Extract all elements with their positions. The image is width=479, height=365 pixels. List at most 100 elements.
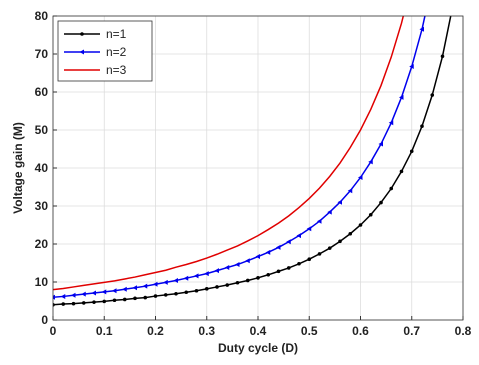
marker xyxy=(194,288,199,293)
marker xyxy=(214,268,219,274)
marker xyxy=(81,291,86,297)
marker xyxy=(53,294,55,300)
marker xyxy=(174,291,178,296)
marker xyxy=(142,283,148,289)
marker xyxy=(122,297,127,302)
legend-marker xyxy=(79,49,84,55)
marker xyxy=(368,159,373,165)
marker xyxy=(266,272,271,277)
marker xyxy=(286,266,291,270)
marker xyxy=(379,200,383,205)
marker xyxy=(235,262,240,268)
marker xyxy=(255,254,260,260)
marker xyxy=(276,269,281,274)
marker xyxy=(276,244,281,250)
x-tick-label: 0.7 xyxy=(403,324,420,338)
marker xyxy=(122,286,127,292)
marker xyxy=(225,283,230,287)
x-tick-label: 0.3 xyxy=(198,324,215,338)
marker xyxy=(143,295,148,300)
x-tick-label: 0.1 xyxy=(96,324,113,338)
marker xyxy=(92,300,96,304)
marker xyxy=(368,212,373,217)
marker xyxy=(430,93,435,97)
y-tick-label: 40 xyxy=(35,161,49,175)
marker xyxy=(327,209,332,215)
marker xyxy=(184,290,189,295)
marker xyxy=(389,186,394,191)
y-tick-label: 0 xyxy=(41,313,48,327)
series-line xyxy=(53,16,452,306)
marker xyxy=(420,124,424,128)
marker xyxy=(132,285,137,291)
marker xyxy=(194,273,199,279)
marker xyxy=(153,294,158,298)
marker xyxy=(163,279,168,285)
marker xyxy=(419,26,424,32)
y-tick-label: 10 xyxy=(35,275,49,289)
marker xyxy=(133,296,137,301)
legend-box xyxy=(57,20,153,82)
marker xyxy=(183,275,189,281)
x-axis-label: Duty cycle (D) xyxy=(218,341,298,355)
marker xyxy=(378,141,383,147)
marker xyxy=(204,271,209,277)
marker xyxy=(265,249,271,255)
marker xyxy=(153,281,158,287)
x-tick-label: 0.6 xyxy=(352,324,369,338)
legend-label: n=3 xyxy=(106,63,127,77)
marker xyxy=(91,290,96,296)
marker xyxy=(337,199,342,205)
marker xyxy=(297,261,301,266)
x-tick-label: 0.2 xyxy=(147,324,164,338)
marker xyxy=(348,231,353,236)
marker xyxy=(81,301,86,305)
x-tick-label: 0 xyxy=(50,324,57,338)
legend-label: n=2 xyxy=(106,45,127,59)
marker xyxy=(286,239,291,245)
marker xyxy=(112,288,117,294)
marker xyxy=(235,280,240,285)
marker xyxy=(317,252,322,256)
marker xyxy=(60,293,66,299)
marker xyxy=(296,233,301,239)
marker xyxy=(399,169,404,174)
marker xyxy=(306,226,312,232)
marker xyxy=(358,223,363,227)
marker xyxy=(347,188,353,194)
marker xyxy=(451,4,455,8)
marker xyxy=(338,239,342,244)
marker xyxy=(317,218,322,224)
marker xyxy=(71,292,76,298)
y-tick-label: 50 xyxy=(35,123,49,137)
marker xyxy=(102,299,107,304)
marker xyxy=(388,120,394,126)
x-tick-label: 0.4 xyxy=(250,324,267,338)
y-axis-label: Voltage gain (M) xyxy=(11,122,25,214)
marker xyxy=(409,64,414,70)
marker xyxy=(215,285,219,289)
marker xyxy=(163,293,168,297)
marker xyxy=(101,289,107,295)
legend-marker xyxy=(80,32,84,36)
marker xyxy=(399,94,404,100)
marker xyxy=(358,175,363,180)
marker xyxy=(327,246,332,250)
marker xyxy=(112,298,117,303)
y-tick-label: 80 xyxy=(35,9,49,23)
y-tick-label: 60 xyxy=(35,85,49,99)
legend-label: n=1 xyxy=(106,27,127,41)
marker xyxy=(245,278,250,283)
marker xyxy=(256,276,260,280)
marker xyxy=(245,258,250,264)
y-tick-label: 70 xyxy=(35,47,49,61)
x-tick-label: 0.8 xyxy=(455,324,472,338)
y-tick-label: 20 xyxy=(35,237,49,251)
marker xyxy=(204,287,209,291)
series-line xyxy=(53,16,405,291)
marker xyxy=(61,302,66,306)
marker xyxy=(53,303,55,307)
marker xyxy=(173,277,178,283)
marker xyxy=(71,301,76,306)
